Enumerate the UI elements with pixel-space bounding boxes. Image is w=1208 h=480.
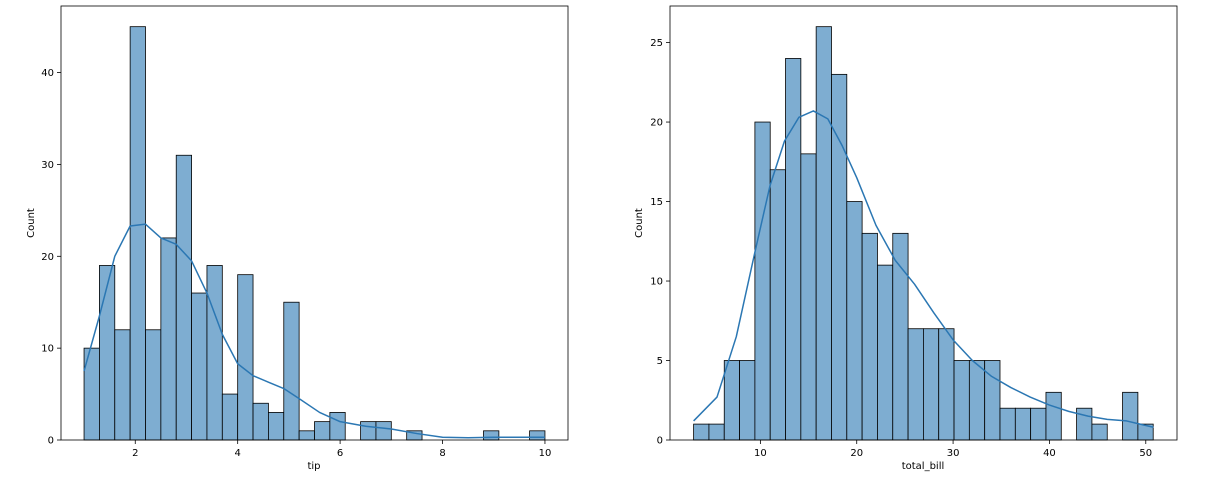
total-bill-bar	[999, 407, 1016, 441]
tip-kde	[83, 223, 545, 439]
tip-bar	[268, 412, 285, 441]
total-bill-kde	[693, 110, 1154, 429]
total-bill-bar	[877, 264, 894, 441]
tip-bar	[360, 421, 377, 441]
total-bill-bar	[739, 360, 756, 441]
tip-bar	[329, 412, 346, 441]
tip-x-tick-label: 4	[234, 448, 240, 459]
total-bill-y-tick-label: 10	[650, 277, 663, 288]
tip-bar	[99, 265, 116, 441]
tip-bar	[298, 430, 315, 441]
total-bill-bar	[1045, 391, 1062, 441]
tip-bar	[160, 237, 177, 441]
tip-bar	[145, 329, 162, 441]
tip-bar	[206, 265, 223, 441]
total-bill-bar	[1122, 391, 1139, 441]
total-bill-bars	[693, 26, 1154, 441]
total-bill-y-axis-label: Count	[634, 208, 645, 238]
tip-bar	[283, 301, 300, 441]
tip-bar	[114, 329, 131, 441]
total-bill-x-tick-label: 40	[1043, 448, 1056, 459]
total-bill-bar	[723, 360, 740, 441]
total-bill-bar	[1091, 423, 1108, 441]
tip-bar	[529, 430, 546, 441]
total-bill-bar	[693, 423, 710, 441]
total-bill-y-tick-label: 15	[650, 197, 663, 208]
total-bill-x-axis-label: total_bill	[902, 461, 945, 472]
total-bill-bar	[923, 328, 940, 441]
tip-bar	[483, 430, 500, 441]
total-bill-x-tick-label: 50	[1139, 448, 1152, 459]
tip-bar	[175, 154, 192, 441]
tip-y-tick-label: 10	[41, 344, 54, 355]
tip-y-tick-label: 20	[41, 252, 54, 263]
total-bill-axes: 10 20 30 40 50 0 5 10 15 20 25	[650, 5, 1178, 459]
total-bill-bar	[1076, 407, 1093, 441]
total-bill-bar	[938, 328, 955, 441]
total-bill-x-tick-label: 10	[754, 448, 767, 459]
tip-bars	[83, 26, 546, 441]
chart-total-bill-histogram: 10 20 30 40 50 0 5 10 15 20 25 total_bill Count	[634, 5, 1178, 472]
total-bill-y-tick-label: 20	[650, 118, 663, 129]
tip-x-axis-label: tip	[307, 461, 320, 472]
tip-x-tick-label: 10	[539, 448, 552, 459]
total-bill-axes-frame	[669, 5, 1178, 441]
tip-bar	[252, 402, 269, 441]
total-bill-bar	[892, 232, 909, 441]
total-bill-bar	[907, 328, 924, 441]
total-bill-bar	[754, 121, 771, 441]
total-bill-bar	[953, 360, 970, 441]
tip-axes-frame	[60, 5, 569, 441]
total-bill-x-tick-label: 30	[947, 448, 960, 459]
tip-bar	[314, 421, 331, 441]
total-bill-bar	[861, 232, 878, 441]
total-bill-bar	[1014, 407, 1032, 441]
tip-y-tick-label: 0	[48, 436, 54, 447]
total-bill-bar	[815, 26, 832, 441]
tip-x-tick-label: 6	[337, 448, 343, 459]
tip-y-tick-label: 40	[41, 68, 54, 79]
total-bill-bar	[769, 169, 786, 441]
total-bill-x-tick-label: 20	[850, 448, 863, 459]
total-bill-bar	[846, 201, 863, 441]
total-bill-kde-line	[693, 110, 1154, 429]
tip-bar	[375, 421, 392, 441]
tip-y-axis-label: Count	[26, 208, 37, 238]
total-bill-bar	[785, 58, 802, 441]
tip-bar	[129, 26, 146, 441]
tip-bar	[221, 393, 239, 441]
tip-bar	[237, 274, 254, 441]
tip-axes: 2 4 6 8 10 0 10 20 30 40	[41, 5, 569, 459]
total-bill-y-tick-label: 25	[650, 38, 663, 49]
tip-y-tick-label: 30	[41, 160, 54, 171]
tip-x-tick-label: 2	[132, 448, 138, 459]
total-bill-bar	[1030, 407, 1047, 441]
total-bill-y-tick-label: 0	[657, 436, 663, 447]
tip-kde-line	[83, 223, 545, 439]
total-bill-y-tick-label: 5	[657, 356, 663, 367]
chart-tip-histogram: 2 4 6 8 10 0 10 20 30 40 tip Count	[26, 5, 569, 472]
tip-bar	[191, 292, 208, 441]
total-bill-bar	[968, 360, 986, 441]
total-bill-bar	[708, 423, 725, 441]
total-bill-bar	[800, 153, 817, 441]
tip-x-tick-label: 8	[439, 448, 445, 459]
